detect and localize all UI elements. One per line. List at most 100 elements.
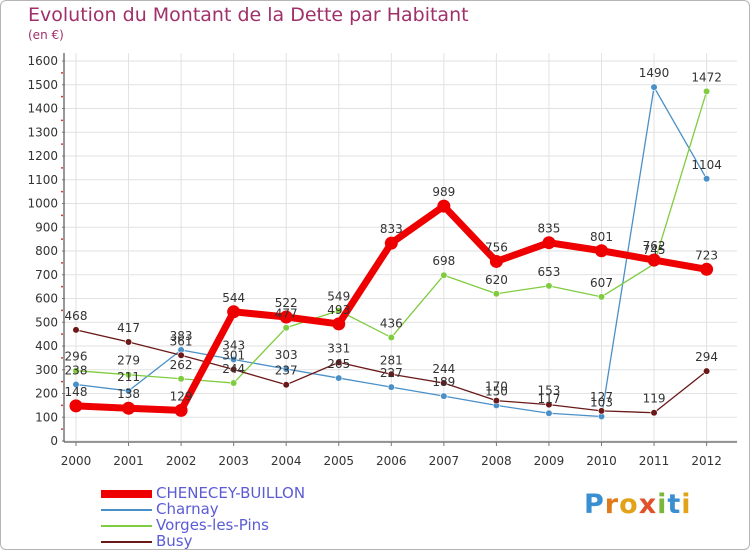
ytick-label: 1200 <box>27 149 58 163</box>
data-label: 170 <box>485 380 508 394</box>
data-point <box>595 244 608 258</box>
ytick-label: 1300 <box>27 125 58 139</box>
ytick-label: 200 <box>35 387 58 401</box>
data-point <box>650 409 658 417</box>
logo-letter: i <box>657 489 668 520</box>
data-label: 262 <box>170 358 193 372</box>
data-point <box>492 290 501 298</box>
data-point <box>69 399 83 413</box>
data-point <box>545 409 553 417</box>
data-label: 331 <box>327 341 350 355</box>
data-point <box>335 358 343 366</box>
data-point <box>230 355 238 364</box>
ytick-label: 700 <box>35 268 58 282</box>
data-point <box>282 381 290 389</box>
data-point <box>489 254 503 268</box>
axes: 0 100 200 300 400 500 600 700 800 900 1000 1100 1200… <box>27 53 737 468</box>
xtick-label: 2004 <box>271 454 302 468</box>
data-label: 227 <box>380 366 403 380</box>
data-label: 117 <box>537 392 560 406</box>
ytick-label: 500 <box>35 315 58 329</box>
data-label: 522 <box>275 296 298 310</box>
ytick-label: 400 <box>35 339 58 353</box>
data-label: 361 <box>170 334 193 348</box>
data-point <box>700 262 714 276</box>
data-label: 762 <box>643 239 666 253</box>
data-label: 477 <box>275 307 298 321</box>
data-point <box>440 392 448 400</box>
data-point <box>335 374 343 382</box>
data-label: 138 <box>117 387 140 401</box>
data-point <box>124 371 133 379</box>
data-point <box>545 282 553 290</box>
data-label: 127 <box>590 390 613 404</box>
data-point <box>72 326 80 334</box>
data-point <box>177 351 185 359</box>
legend-label: CHENECEY-BUILLON <box>156 484 306 502</box>
data-point <box>650 83 658 91</box>
data-label: 303 <box>275 348 298 362</box>
data-label: 698 <box>432 254 455 268</box>
data-point <box>174 403 188 417</box>
xtick-label: 2012 <box>691 454 722 468</box>
data-point <box>230 379 238 387</box>
data-label: 1104 <box>691 158 722 172</box>
data-point <box>597 407 606 415</box>
grid <box>65 53 737 442</box>
data-label: 265 <box>327 357 350 371</box>
data-label: 801 <box>590 230 613 244</box>
data-label: 723 <box>695 248 718 262</box>
logo-letter: o <box>619 489 639 520</box>
data-label: 989 <box>432 185 455 199</box>
data-point <box>282 365 290 373</box>
legend-label: Charnay <box>156 500 219 518</box>
data-point <box>72 367 80 375</box>
xtick-label: 2009 <box>534 454 565 468</box>
xtick-label: 2011 <box>639 454 670 468</box>
data-point <box>282 324 290 332</box>
data-label: 1490 <box>639 66 670 80</box>
data-label: 468 <box>65 309 88 323</box>
data-label: 620 <box>485 273 508 287</box>
data-label: 153 <box>537 384 560 398</box>
data-point <box>124 387 133 395</box>
legend-swatches <box>101 490 152 543</box>
data-point <box>545 401 553 409</box>
data-label: 129 <box>170 389 193 403</box>
logo-letter: t <box>667 489 682 520</box>
proxiti-logo: Proxiti <box>584 489 692 520</box>
data-point <box>702 367 711 375</box>
data-label: 119 <box>643 392 666 406</box>
data-point <box>332 317 346 331</box>
xtick-label: 2008 <box>481 454 512 468</box>
data-label: 296 <box>65 350 88 364</box>
data-label: 745 <box>643 243 666 257</box>
data-label: 238 <box>65 363 88 377</box>
data-point <box>702 87 711 95</box>
logo-letter: r <box>604 489 620 520</box>
ytick-label: 1600 <box>27 54 58 68</box>
xtick-label: 2007 <box>429 454 460 468</box>
data-point <box>647 253 661 267</box>
data-point <box>387 383 395 391</box>
data-label: 833 <box>380 222 403 236</box>
data-label: 549 <box>327 290 350 304</box>
data-label: 244 <box>432 362 455 376</box>
ytick-label: 1500 <box>27 78 58 92</box>
ytick-label: 600 <box>35 292 58 306</box>
data-point <box>542 236 556 250</box>
ytick-label: 1100 <box>27 173 58 187</box>
logo-letter: x <box>638 489 658 520</box>
data-point <box>492 397 501 405</box>
data-point <box>702 175 711 183</box>
legend-label: Vorges-les-Pins <box>156 516 269 534</box>
ytick-label: 1000 <box>27 197 58 211</box>
data-label: 1472 <box>691 70 722 84</box>
data-label: 544 <box>222 291 245 305</box>
legend-label: Busy <box>156 532 193 550</box>
chart-title: Evolution du Montant de la Dette par Hab… <box>28 4 469 26</box>
data-point <box>230 365 238 374</box>
data-label: 279 <box>117 354 140 368</box>
ytick-label: 900 <box>35 220 58 234</box>
